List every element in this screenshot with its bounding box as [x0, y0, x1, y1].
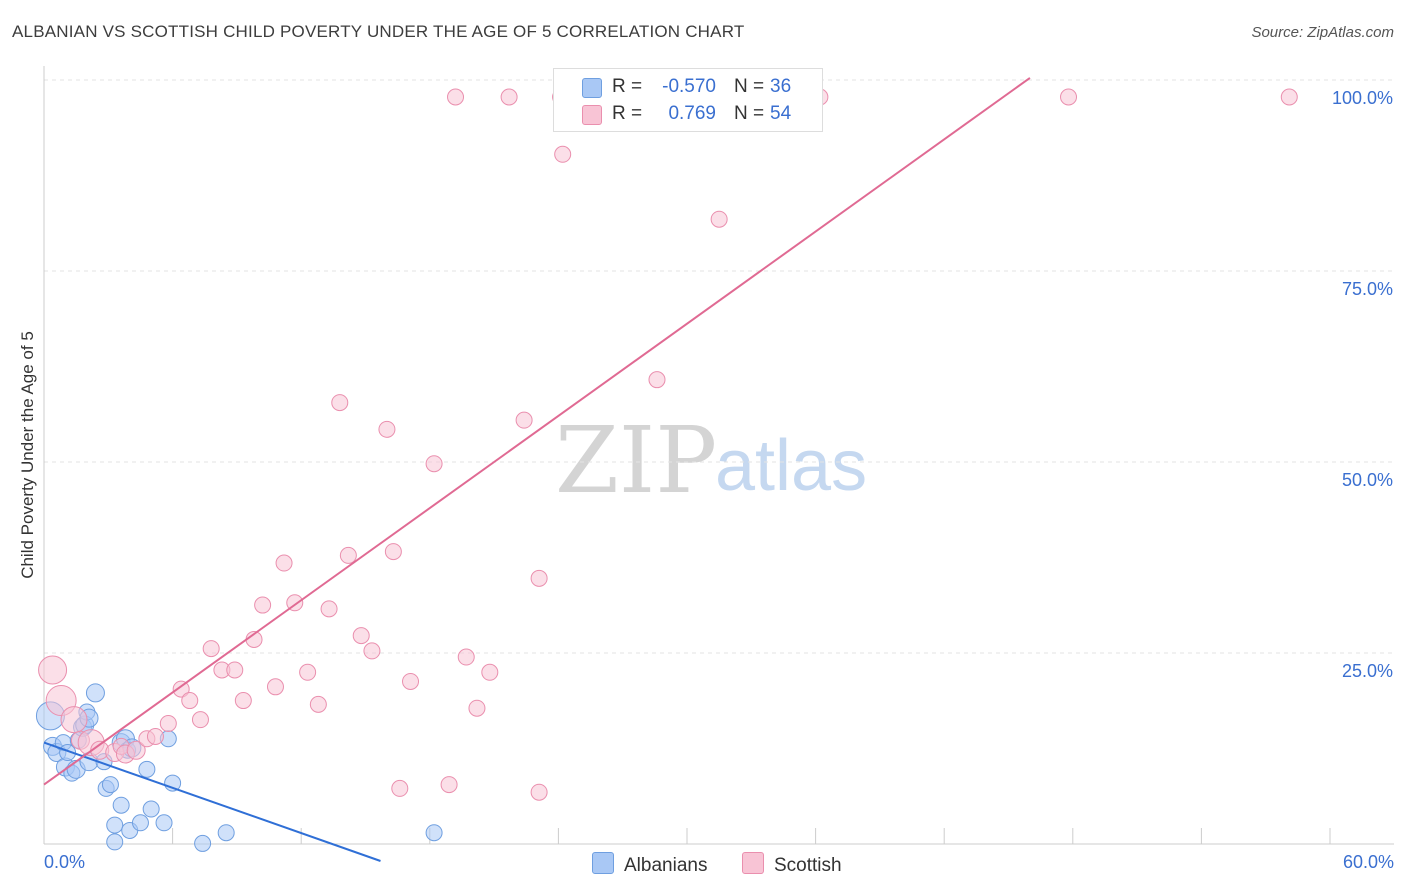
albanians-swatch [582, 78, 602, 98]
r-label: R = [612, 103, 643, 124]
scottish-point [391, 779, 409, 797]
albanians-point [112, 796, 130, 814]
albanians-point [101, 776, 119, 794]
albanians-point [106, 833, 124, 851]
y-tick-label: 50.0% [1342, 470, 1393, 490]
scottish-point [468, 699, 486, 717]
n-label: N = [734, 76, 765, 97]
scottish-point [363, 642, 381, 660]
legend-item-albanians[interactable]: Albanians [592, 852, 707, 877]
r-value: 0.769 [668, 103, 716, 124]
albanians-point [217, 824, 235, 842]
y-tick-label: 100.0% [1332, 88, 1393, 108]
stats-row-albanians: R = -0.570 N = 36 [554, 74, 822, 100]
scottish-point [481, 663, 499, 681]
albanians-point [142, 800, 160, 818]
scottish-point [146, 727, 164, 745]
scottish-point [352, 627, 370, 645]
n-value: 54 [770, 103, 792, 124]
r-value: -0.570 [662, 76, 716, 97]
scottish-point [447, 88, 465, 106]
scottish-point [378, 420, 396, 438]
scottish-point [254, 596, 272, 614]
n-value: 36 [770, 76, 792, 97]
albanians-point [131, 814, 149, 832]
stats-legend: R = -0.570 N = 36 R = 0.769 N = 54 [553, 68, 823, 132]
y-tick-label: 75.0% [1342, 279, 1393, 299]
legend-item-scottish[interactable]: Scottish [742, 852, 842, 877]
scottish-point [38, 655, 68, 685]
albanians-point [425, 824, 443, 842]
scottish-point [425, 455, 443, 473]
scottish-legend-swatch [742, 852, 764, 874]
scottish-point [402, 672, 420, 690]
scottish-point [202, 640, 220, 658]
scottish-point [309, 695, 327, 713]
scottish-point [1280, 88, 1298, 106]
x-tick-label-min: 0.0% [44, 852, 86, 872]
legend-label: Scottish [774, 855, 842, 876]
scottish-point [234, 692, 252, 710]
scottish-point [266, 678, 284, 696]
scottish-point [515, 411, 533, 429]
stats-row-scottish: R = 0.769 N = 54 [554, 101, 822, 127]
scottish-point [648, 371, 666, 389]
albanians-trend-line [43, 741, 381, 862]
scottish-point [710, 210, 728, 228]
albanians-point [138, 760, 156, 778]
scottish-swatch [582, 105, 602, 125]
scottish-point [60, 706, 88, 734]
scottish-point [500, 88, 518, 106]
albanians-point [155, 814, 173, 832]
albanians-point [85, 683, 105, 703]
scottish-point [1060, 88, 1078, 106]
scottish-trend-line [43, 77, 1031, 786]
scottish-point [275, 554, 293, 572]
scottish-point [172, 680, 190, 698]
scottish-point [530, 569, 548, 587]
scottish-point [299, 663, 317, 681]
watermark-zip: ZIP [555, 407, 717, 514]
scottish-point [384, 543, 402, 561]
watermark-atlas: atlas [715, 426, 867, 506]
scottish-point [554, 145, 572, 163]
y-tick-label: 25.0% [1342, 661, 1393, 681]
scottish-point [191, 711, 209, 729]
scottish-point [339, 546, 357, 564]
scottish-point [159, 714, 177, 732]
scottish-point [320, 600, 338, 618]
legend-label: Albanians [624, 855, 708, 876]
x-tick-label-max: 60.0% [1342, 852, 1394, 872]
albanians-point [194, 834, 212, 852]
scottish-point [331, 394, 349, 412]
chart-title: ALBANIAN VS SCOTTISH CHILD POVERTY UNDER… [12, 22, 745, 41]
albanians-legend-swatch [592, 852, 614, 874]
scottish-point [126, 740, 146, 760]
scottish-point [181, 692, 199, 710]
albanians-point [106, 816, 124, 834]
source-label: Source: ZipAtlas.com [1251, 24, 1394, 41]
r-label: R = [612, 76, 643, 97]
scottish-point [530, 783, 548, 801]
scottish-point [226, 661, 244, 679]
scottish-point [457, 648, 475, 666]
scottish-point [440, 776, 458, 794]
n-label: N = [734, 103, 765, 124]
